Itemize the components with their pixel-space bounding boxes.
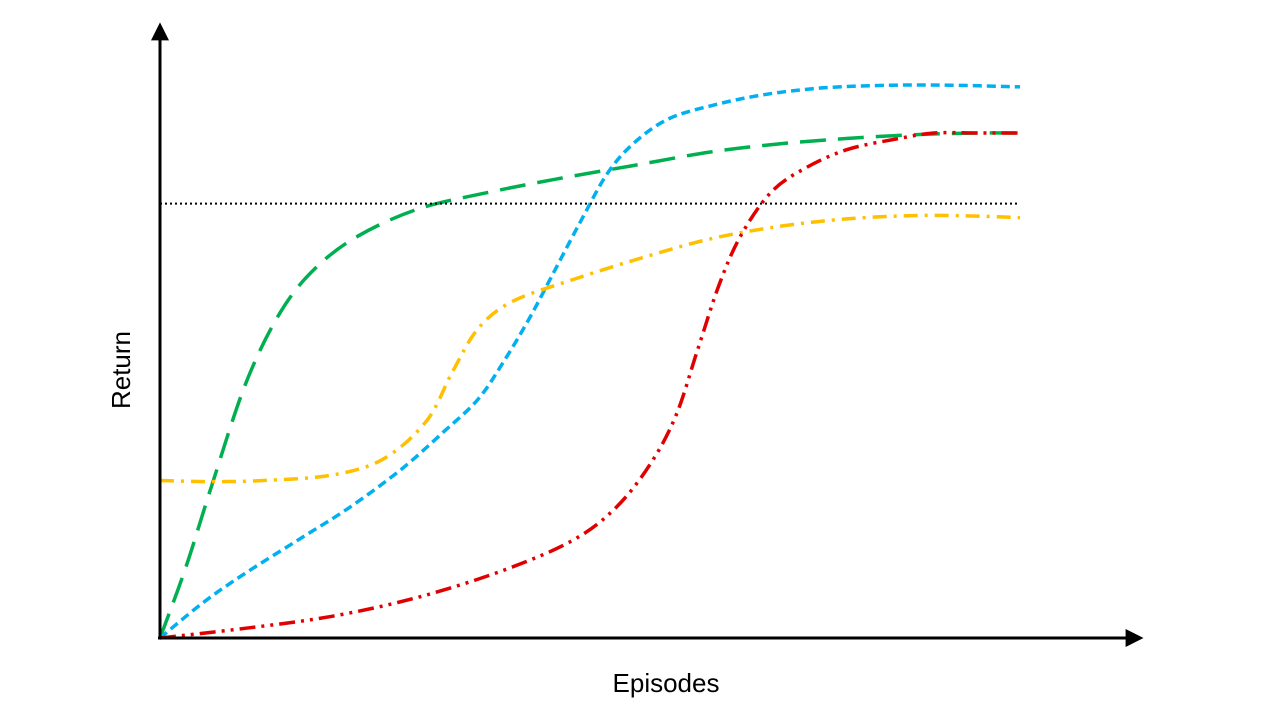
series-line-3: [159, 213, 1021, 484]
series-line-2: [158, 83, 1021, 640]
series-line-4: [159, 130, 1020, 640]
x-axis-label: Episodes: [613, 668, 720, 698]
series-group: [158, 83, 1021, 640]
y-axis-label: Return: [106, 331, 136, 409]
series-line-1: [158, 131, 1021, 639]
